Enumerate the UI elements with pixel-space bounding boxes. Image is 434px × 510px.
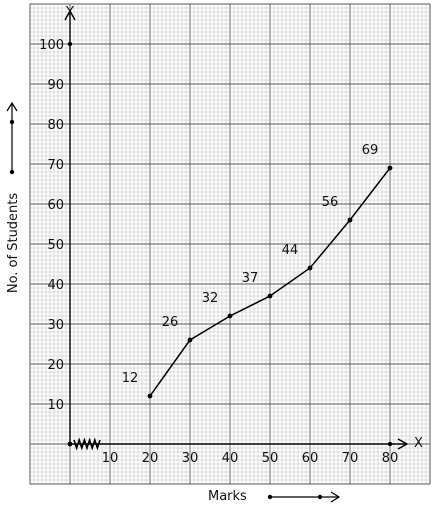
data-label: 69 <box>362 143 379 158</box>
y-tick-label: 80 <box>47 118 64 133</box>
series-layer <box>147 165 393 399</box>
y-tick-label: 70 <box>47 158 64 173</box>
x-tick-label: 30 <box>182 451 199 466</box>
x-tick-label: 10 <box>102 451 119 466</box>
data-label: 56 <box>322 195 339 210</box>
data-point <box>227 313 233 319</box>
y-tick-label: 50 <box>47 238 64 253</box>
y-axis-arrowhead <box>64 9 76 21</box>
data-point <box>267 293 273 299</box>
x-tick-label: 20 <box>142 451 159 466</box>
x-axis-letter: X <box>414 436 423 451</box>
data-point <box>147 393 153 399</box>
x-tick-label: 60 <box>302 451 319 466</box>
data-labels: 12 26 32 37 44 56 69 <box>122 143 379 386</box>
x-tick-label: 40 <box>222 451 239 466</box>
y-direction-arrow <box>6 101 18 175</box>
x-axis-end-marker <box>387 441 393 447</box>
y-axis-top-marker <box>67 41 73 47</box>
x-tick-label: 70 <box>342 451 359 466</box>
y-axis-title: No. of Students <box>6 193 21 294</box>
data-label: 37 <box>242 271 259 286</box>
data-point <box>347 217 353 223</box>
y-tick-label: 20 <box>47 358 64 373</box>
data-label: 26 <box>162 315 179 330</box>
x-axis-arrowhead <box>397 438 409 450</box>
y-tick-label: 30 <box>47 318 64 333</box>
x-tick-label: 80 <box>382 451 399 466</box>
tick-labels: 10 20 30 40 50 60 70 80 10 20 30 40 50 60 70 80 90 100 <box>39 38 398 466</box>
axis-break-zigzag <box>73 437 101 451</box>
graph-paper-grid <box>29 3 431 485</box>
y-axis-letter: Y <box>65 5 74 20</box>
y-tick-label: 90 <box>47 78 64 93</box>
y-tick-label: 100 <box>39 38 64 53</box>
data-point <box>307 265 313 271</box>
y-tick-label: 10 <box>47 398 64 413</box>
data-point <box>387 165 393 171</box>
data-label: 44 <box>282 243 299 258</box>
x-axis-title: Marks <box>208 489 247 504</box>
data-label: 12 <box>122 371 139 386</box>
data-label: 32 <box>202 291 219 306</box>
x-direction-arrow <box>267 491 341 503</box>
axes <box>64 9 409 451</box>
grid-border <box>29 3 431 485</box>
origin-point <box>67 441 73 447</box>
y-tick-label: 40 <box>47 278 64 293</box>
y-tick-label: 60 <box>47 198 64 213</box>
data-point <box>187 337 193 343</box>
x-tick-label: 50 <box>262 451 279 466</box>
